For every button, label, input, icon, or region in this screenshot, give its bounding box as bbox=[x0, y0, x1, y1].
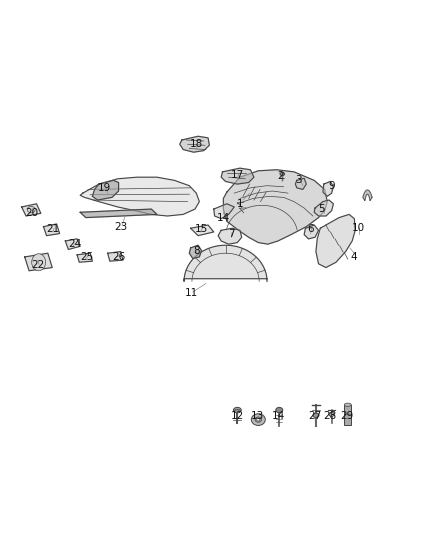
Polygon shape bbox=[363, 190, 372, 201]
Ellipse shape bbox=[255, 417, 261, 422]
Text: 14: 14 bbox=[271, 411, 285, 422]
Text: 22: 22 bbox=[31, 261, 44, 270]
Text: 1: 1 bbox=[237, 199, 243, 209]
Polygon shape bbox=[92, 180, 119, 200]
Polygon shape bbox=[304, 225, 318, 239]
Polygon shape bbox=[65, 239, 80, 249]
Ellipse shape bbox=[313, 413, 319, 417]
Text: 26: 26 bbox=[112, 252, 125, 262]
Ellipse shape bbox=[257, 418, 260, 421]
Text: 20: 20 bbox=[25, 208, 39, 219]
Polygon shape bbox=[180, 136, 209, 152]
Text: 17: 17 bbox=[231, 170, 244, 180]
Text: 24: 24 bbox=[68, 239, 81, 249]
Text: 13: 13 bbox=[251, 411, 264, 422]
Text: 18: 18 bbox=[190, 139, 203, 149]
Text: 28: 28 bbox=[324, 411, 337, 422]
Text: 3: 3 bbox=[295, 175, 302, 185]
Text: 27: 27 bbox=[308, 411, 321, 422]
Polygon shape bbox=[21, 204, 41, 216]
Text: 10: 10 bbox=[352, 223, 365, 233]
Ellipse shape bbox=[344, 403, 351, 406]
Ellipse shape bbox=[329, 412, 334, 416]
Text: 9: 9 bbox=[328, 181, 335, 191]
Polygon shape bbox=[218, 228, 242, 244]
Text: 12: 12 bbox=[231, 411, 244, 422]
Text: 8: 8 bbox=[193, 246, 200, 255]
Polygon shape bbox=[80, 177, 199, 216]
Text: 2: 2 bbox=[277, 171, 283, 181]
Ellipse shape bbox=[27, 206, 35, 213]
Text: 15: 15 bbox=[195, 224, 208, 235]
Ellipse shape bbox=[276, 407, 283, 413]
Polygon shape bbox=[223, 169, 327, 244]
Text: 6: 6 bbox=[307, 224, 314, 235]
Text: 21: 21 bbox=[46, 224, 60, 235]
Polygon shape bbox=[77, 253, 92, 262]
Text: 7: 7 bbox=[228, 229, 234, 239]
Ellipse shape bbox=[233, 407, 241, 413]
Polygon shape bbox=[43, 224, 60, 236]
Polygon shape bbox=[184, 245, 267, 281]
Ellipse shape bbox=[280, 172, 285, 175]
Polygon shape bbox=[108, 252, 123, 261]
Polygon shape bbox=[314, 200, 333, 216]
Polygon shape bbox=[191, 225, 214, 236]
FancyBboxPatch shape bbox=[344, 405, 351, 425]
Polygon shape bbox=[295, 178, 306, 189]
Text: 29: 29 bbox=[340, 411, 353, 422]
Text: 25: 25 bbox=[81, 252, 94, 262]
Polygon shape bbox=[80, 209, 157, 217]
Circle shape bbox=[32, 254, 46, 271]
Text: 5: 5 bbox=[318, 204, 325, 214]
Polygon shape bbox=[25, 253, 52, 271]
Text: 14: 14 bbox=[217, 213, 230, 223]
Text: 19: 19 bbox=[98, 183, 111, 193]
Text: 4: 4 bbox=[350, 252, 357, 262]
Text: 23: 23 bbox=[114, 222, 127, 232]
Text: 11: 11 bbox=[185, 288, 198, 298]
Ellipse shape bbox=[251, 414, 265, 425]
Polygon shape bbox=[214, 204, 234, 219]
Polygon shape bbox=[323, 181, 333, 196]
Ellipse shape bbox=[234, 409, 240, 413]
Polygon shape bbox=[221, 168, 254, 184]
Polygon shape bbox=[189, 245, 201, 259]
Polygon shape bbox=[316, 214, 355, 268]
